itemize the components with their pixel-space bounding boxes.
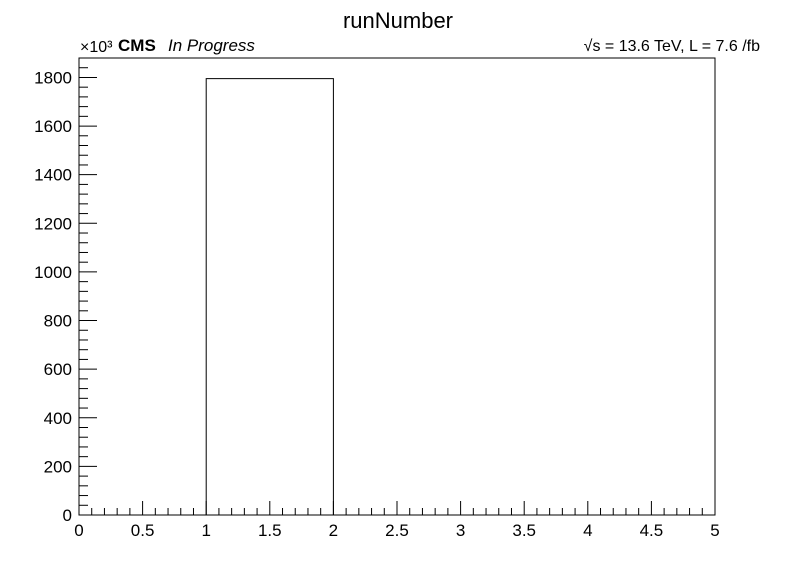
x-tick-label: 4 — [583, 521, 592, 540]
x-tick-label: 1 — [201, 521, 210, 540]
y-tick-label: 1400 — [34, 166, 72, 185]
y-tick-label: 1600 — [34, 117, 72, 136]
y-axis-multiplier: ×10³ — [80, 39, 113, 56]
x-tick-label: 5 — [710, 521, 719, 540]
y-axis: 0 200 400 600 800 1000 1200 1400 1600 1800 — [34, 57, 97, 525]
y-tick-label: 1200 — [34, 214, 72, 233]
chart-title: runNumber — [343, 8, 453, 33]
status-label: In Progress — [168, 36, 255, 55]
y-tick-label: 200 — [44, 457, 72, 476]
histogram-bar-0 — [205, 78, 334, 515]
x-tick-label: 3.5 — [512, 521, 536, 540]
x-tick-label: 0.5 — [131, 521, 155, 540]
x-tick-label: 0 — [74, 521, 83, 540]
x-axis: 0 0.5 1 1.5 2 2.5 3 3.5 4 4.5 5 — [74, 501, 720, 540]
y-tick-label: 600 — [44, 360, 72, 379]
x-tick-label: 1.5 — [258, 521, 282, 540]
x-tick-label: 2 — [329, 521, 338, 540]
energy-lumi-label: √s = 13.6 TeV, L = 7.6 /fb — [584, 38, 760, 55]
y-tick-label: 800 — [44, 312, 72, 331]
y-tick-label: 1000 — [34, 263, 72, 282]
y-tick-label: 0 — [63, 506, 72, 525]
y-tick-label: 400 — [44, 409, 72, 428]
x-tick-label: 4.5 — [640, 521, 664, 540]
x-tick-label: 3 — [456, 521, 465, 540]
histogram-bars — [205, 78, 334, 515]
plot-frame — [78, 57, 716, 516]
y-tick-label: 1800 — [34, 68, 72, 87]
x-tick-label: 2.5 — [385, 521, 409, 540]
experiment-label: CMS — [118, 36, 156, 55]
